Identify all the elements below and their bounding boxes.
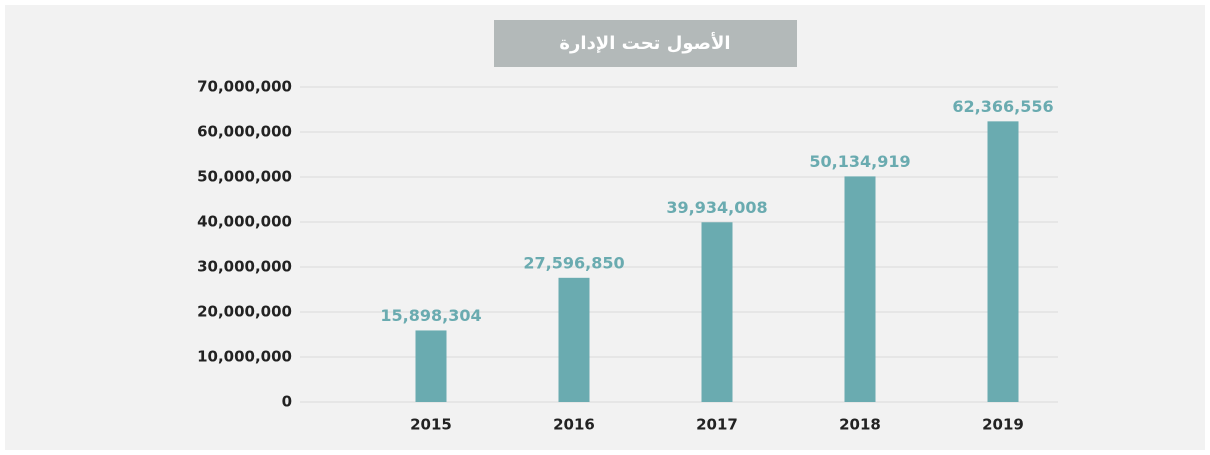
title-box [494,20,797,67]
x-tick-label: 2018 [839,416,881,434]
y-tick-label: 60,000,000 [197,123,292,141]
y-tick-label: 30,000,000 [197,258,292,276]
y-tick-label: 40,000,000 [197,213,292,231]
data-label: 27,596,850 [523,253,624,272]
chart-title: الأصول تحت الإدارة [559,32,730,54]
data-label: 15,898,304 [380,306,481,325]
x-tick-label: 2017 [696,416,738,434]
y-tick-label: 0 [282,393,292,411]
data-label: 50,134,919 [809,152,910,171]
y-tick-label: 20,000,000 [197,303,292,321]
bar [987,121,1019,402]
bar [558,277,590,402]
y-tick-label: 50,000,000 [197,168,292,186]
bar [844,176,876,402]
bar [701,222,733,402]
x-tick-label: 2015 [410,416,452,434]
y-tick-label: 10,000,000 [197,348,292,366]
bar [415,330,447,402]
chart-background [5,5,1205,450]
x-tick-label: 2016 [553,416,595,434]
y-tick-label: 70,000,000 [197,78,292,96]
data-label: 62,366,556 [952,97,1053,116]
data-label: 39,934,008 [666,198,767,217]
x-tick-label: 2019 [982,416,1024,434]
